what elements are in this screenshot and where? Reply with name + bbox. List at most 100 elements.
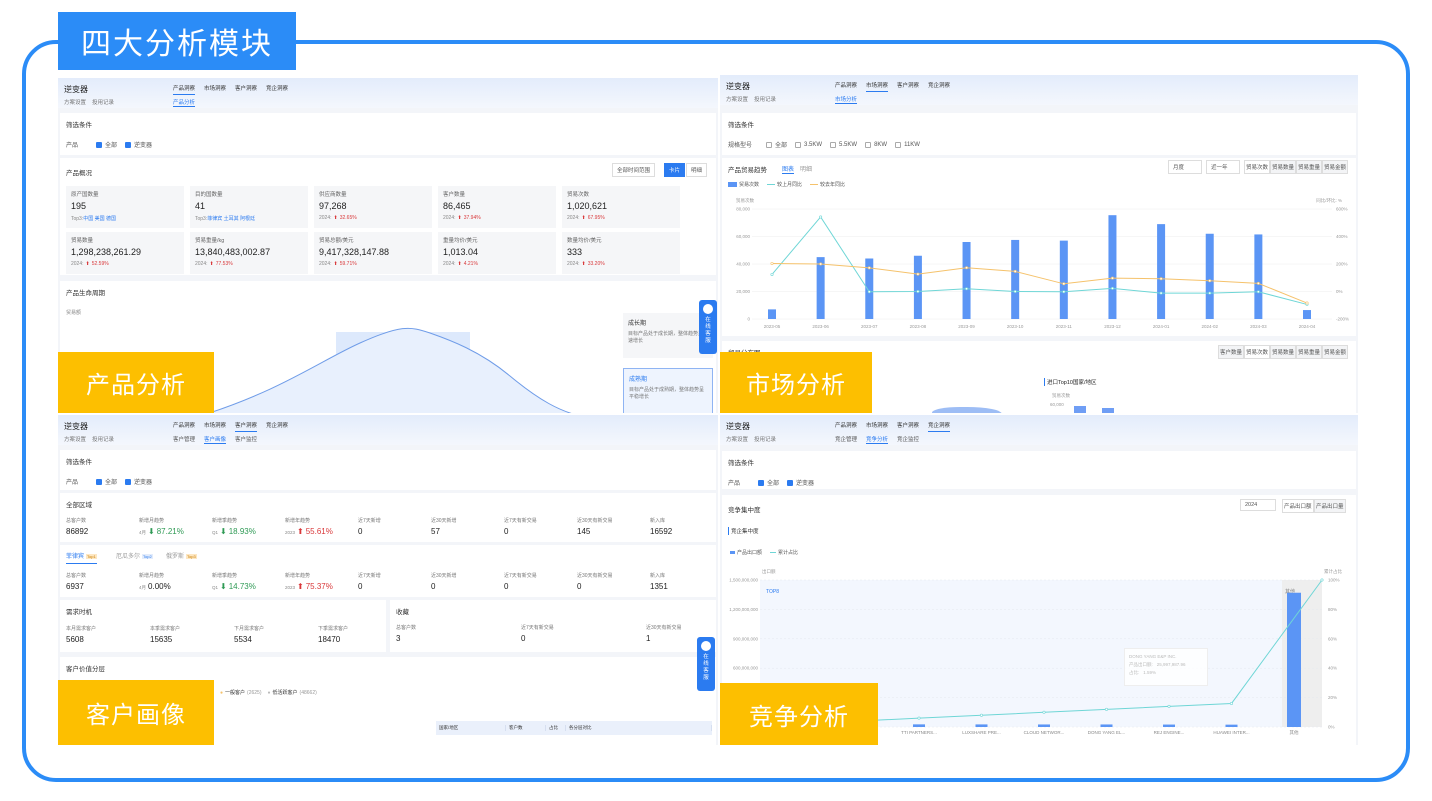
detail-view-button[interactable]: 明细 (686, 163, 708, 177)
time-range-select[interactable]: 全部时间范围 (612, 163, 656, 177)
online-service-button[interactable]: 在线客服 (699, 300, 717, 354)
spec-filter-row: 规格型号 全部 3.5KW 5.5KW 8KW 11KW (728, 140, 928, 149)
range-select[interactable]: 近一年 (1206, 160, 1240, 174)
subtab-0[interactable]: 竞企管理 (835, 437, 858, 443)
tab-2[interactable]: 客户洞察 (235, 86, 258, 92)
spec-checkbox[interactable]: 11KW (895, 141, 920, 148)
online-service-button[interactable]: 在线客服 (697, 637, 715, 691)
region-tab[interactable]: 菲律宾 Top1 (66, 551, 97, 564)
metric-toggle[interactable]: 贸易次数 (1244, 160, 1271, 174)
lifecycle-stage-card[interactable]: 成长期 目标产品处于成长期，整体趋势呈快速增长 (623, 313, 713, 358)
spec-checkbox[interactable]: 全部 (766, 140, 787, 149)
tab-3[interactable]: 竞企洞察 (928, 421, 951, 432)
tab-1[interactable]: 市场洞察 (866, 81, 889, 92)
dist-metric-toggle[interactable]: 贸易金额 (1322, 345, 1349, 359)
stat-item: 新增年趋势 2023 ⬆ 75.37% (285, 572, 333, 591)
metric-toggle[interactable]: 贸易重量 (1296, 160, 1323, 174)
tab-1[interactable]: 市场洞察 (204, 423, 227, 429)
product-selector[interactable]: 逆变器 (726, 422, 750, 431)
scheme-settings-link[interactable]: 方案设置 (64, 437, 87, 443)
legend-item: 产品出口额 (730, 549, 762, 556)
tab-0[interactable]: 产品洞察 (835, 83, 858, 89)
chat-bubble-icon (701, 641, 711, 651)
dist-metric-toggle[interactable]: 贸易重量 (1296, 345, 1323, 359)
stat-number: 0 (358, 527, 363, 536)
label-competition-analysis: 竞争分析 (720, 683, 878, 745)
subtab-0[interactable]: 市场分析 (835, 97, 858, 104)
subtab-2[interactable]: 客户监控 (235, 437, 258, 443)
subtab-1[interactable]: 客户画像 (204, 437, 227, 444)
stat-period: 2023 (285, 585, 296, 590)
checkbox-all[interactable]: 全部 (758, 478, 779, 487)
tab-0[interactable]: 产品洞察 (835, 423, 858, 429)
stat-label: 近7天有新交易 (504, 573, 537, 579)
card-view-button[interactable]: 卡片 (664, 163, 686, 177)
export-toggle[interactable]: 产品出口量 (1314, 499, 1346, 513)
stat-item: 近7天有新交易 0 (504, 572, 537, 591)
line-point (770, 272, 774, 276)
main-tabs: 产品洞察 市场洞察 客户洞察 竞企洞察 (835, 81, 950, 92)
checkbox-all[interactable]: 全部 (96, 477, 117, 486)
value-legend-item[interactable]: ● 低活跃客户 (48662) (268, 689, 317, 696)
chart-view-tab[interactable]: 图表 (782, 164, 795, 174)
tab-0[interactable]: 产品洞察 (173, 423, 196, 429)
zone-label-others: 其他 (1285, 588, 1295, 595)
year-select[interactable]: 2024 (1240, 499, 1276, 511)
stat-item: 新增季趋势 Q1 ⬇ 14.73% (212, 572, 256, 591)
checkbox-inverter[interactable]: 逆变器 (125, 140, 152, 149)
subtab-0[interactable]: 客户管理 (173, 437, 196, 443)
region-tab[interactable]: 厄瓜多尔 Top2 (116, 551, 153, 560)
lifecycle-stage-card[interactable]: 成熟期 目标产品处于成熟期，整体趋势呈平稳增长 (623, 368, 713, 413)
tab-2[interactable]: 客户洞察 (897, 83, 920, 89)
subtab-1[interactable]: 竞争分析 (866, 437, 889, 444)
period-select[interactable]: 月度 (1168, 160, 1202, 174)
spec-checkbox[interactable]: 3.5KW (795, 141, 822, 148)
legend-item: 较上月同比 (767, 181, 802, 188)
metric-sub-prefix: Top3: (71, 216, 84, 222)
spec-checkbox[interactable]: 8KW (865, 141, 887, 148)
checkbox-inverter[interactable]: 逆变器 (787, 478, 814, 487)
scheme-settings-link[interactable]: 方案设置 (726, 437, 749, 443)
x-tick-label: 2024-03 (1250, 324, 1267, 329)
arrow-up-icon: ⬆ (209, 261, 214, 267)
tab-1[interactable]: 市场洞察 (204, 86, 227, 92)
product-selector[interactable]: 逆变器 (726, 82, 750, 91)
legend-item: 较去年同比 (810, 181, 845, 188)
region-tab[interactable]: 俄罗斯 Top3 (166, 551, 197, 560)
value-legend-item[interactable]: ● 一般客户 (2625) (220, 689, 262, 696)
scheme-settings-link[interactable]: 方案设置 (726, 97, 749, 103)
export-toggle[interactable]: 产品出口额 (1282, 499, 1314, 513)
tab-3[interactable]: 竞企洞察 (928, 83, 951, 89)
tab-3[interactable]: 竞企洞察 (266, 423, 289, 429)
metric-toggle[interactable]: 贸易数量 (1270, 160, 1297, 174)
x-tick-label: 2023-06 (812, 324, 829, 329)
usage-record-link[interactable]: 投用记录 (92, 437, 115, 443)
dist-metric-toggle[interactable]: 客户数量 (1218, 345, 1245, 359)
stat-label: 新入库 (650, 573, 666, 579)
product-selector[interactable]: 逆变器 (64, 422, 88, 431)
subtab-0[interactable]: 产品分析 (173, 100, 196, 107)
usage-record-link[interactable]: 投用记录 (92, 100, 115, 106)
product-selector[interactable]: 逆变器 (64, 85, 88, 94)
trend-title: 产品贸易趋势 (728, 167, 767, 174)
metric-card: 客户数量 86,465 2024: ⬆ 37.94% (438, 186, 556, 228)
tab-2[interactable]: 客户洞察 (235, 421, 258, 432)
legend-swatch (730, 551, 735, 555)
stat-label: 新增年趋势 (285, 518, 311, 524)
dist-metric-toggle[interactable]: 贸易数量 (1270, 345, 1297, 359)
dist-metric-toggle[interactable]: 贸易次数 (1244, 345, 1271, 359)
scheme-settings-link[interactable]: 方案设置 (64, 100, 87, 106)
spec-checkbox[interactable]: 5.5KW (830, 141, 857, 148)
metric-toggle[interactable]: 贸易金额 (1322, 160, 1349, 174)
tab-0[interactable]: 产品洞察 (173, 84, 196, 95)
usage-record-link[interactable]: 投用记录 (754, 97, 777, 103)
usage-record-link[interactable]: 投用记录 (754, 437, 777, 443)
subtab-2[interactable]: 竞企监控 (897, 437, 920, 443)
tab-1[interactable]: 市场洞察 (866, 423, 889, 429)
checkbox-inverter[interactable]: 逆变器 (125, 477, 152, 486)
checkbox-all[interactable]: 全部 (96, 140, 117, 149)
tab-2[interactable]: 客户洞察 (897, 423, 920, 429)
metric-value: 333 (567, 247, 583, 257)
tab-3[interactable]: 竞企洞察 (266, 86, 289, 92)
detail-view-tab[interactable]: 明细 (800, 167, 813, 173)
